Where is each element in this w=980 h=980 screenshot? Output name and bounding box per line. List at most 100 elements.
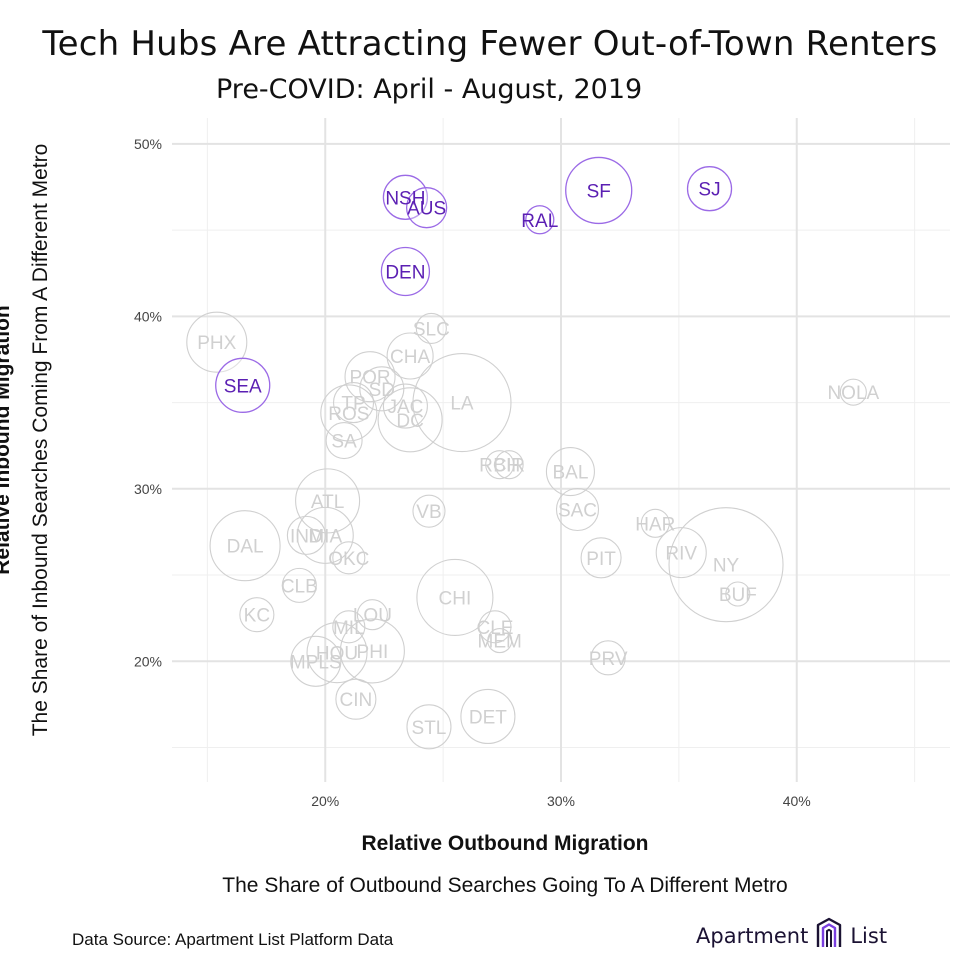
bubble-bir bbox=[494, 450, 524, 480]
bubble-mpls bbox=[290, 635, 342, 687]
y-tick-label: 30% bbox=[134, 481, 162, 497]
bubble-label-lou: LOU bbox=[353, 606, 392, 627]
bubble-label-sf: SF bbox=[587, 181, 611, 202]
bubble-label-nola: NOLA bbox=[827, 383, 879, 404]
x-axis-subtitle: The Share of Outbound Searches Going To … bbox=[222, 874, 788, 897]
bubble-phi bbox=[339, 618, 405, 684]
bubble-ros bbox=[320, 384, 378, 442]
bubble-label-hou: HOU bbox=[316, 644, 358, 665]
bubble-ny bbox=[668, 507, 784, 623]
bubble-label-ny: NY bbox=[713, 556, 740, 577]
bubble-label-atl: ATL bbox=[311, 492, 344, 513]
bubble-label-tp: TP bbox=[341, 394, 365, 415]
bubble-har bbox=[640, 508, 670, 538]
bubble-lou bbox=[356, 599, 388, 631]
apartment-list-logo: Apartment List bbox=[696, 916, 887, 956]
bubble-slc bbox=[415, 312, 447, 344]
bubble-label-ind: IND bbox=[290, 526, 323, 547]
bubble-okc bbox=[332, 541, 366, 575]
bubble-jac bbox=[382, 383, 428, 429]
bubble-cha bbox=[386, 332, 434, 380]
bubble-riv bbox=[655, 527, 707, 579]
axis-ticks: 20% 30% 40% 20% 30% 40% 50% bbox=[134, 136, 811, 809]
bubble-dal bbox=[209, 510, 281, 582]
logo-text-left: Apartment bbox=[696, 924, 809, 948]
bubble-label-bal: BAL bbox=[552, 463, 588, 484]
bubble-label-dc: DC bbox=[396, 411, 423, 432]
bubble-pit bbox=[580, 537, 622, 579]
bubble-label-har: HAR bbox=[635, 514, 675, 535]
bubble-dc bbox=[377, 387, 443, 453]
bubble-label-mia: MIA bbox=[308, 526, 342, 547]
bubble-label-det: DET bbox=[469, 707, 507, 728]
x-tick-label: 40% bbox=[783, 793, 811, 809]
bubble-buf bbox=[725, 581, 751, 607]
bubble-label-ral: RAL bbox=[521, 211, 558, 232]
bubble-label-slc: SLC bbox=[413, 319, 450, 340]
bubble-sf bbox=[565, 156, 633, 225]
bubble-kc bbox=[239, 597, 275, 633]
bubble-tp bbox=[332, 382, 375, 424]
y-tick-label: 40% bbox=[134, 308, 162, 324]
bubble-label-cin: CIN bbox=[340, 690, 373, 711]
bubble-label-aus: AUS bbox=[407, 199, 446, 220]
chart-subtitle: Pre-COVID: April - August, 2019 bbox=[216, 74, 643, 105]
bubble-rch bbox=[485, 450, 515, 480]
bubble-label-vb: VB bbox=[416, 502, 441, 523]
bubble-phx bbox=[186, 311, 248, 373]
bubbles bbox=[186, 156, 867, 750]
logo-mark-icon bbox=[814, 917, 844, 955]
bubble-label-sj: SJ bbox=[698, 180, 720, 201]
bubble-label-mil: MIL bbox=[333, 618, 365, 639]
bubble-label-sac: SAC bbox=[558, 501, 597, 522]
y-axis-subtitle: The Share of Inbound Searches Coming Fro… bbox=[29, 143, 52, 737]
bubble-vb bbox=[412, 494, 446, 528]
x-axis-title: Relative Outbound Migration bbox=[361, 832, 649, 855]
bubble-label-phi: PHI bbox=[357, 642, 389, 663]
bubble-label-nsh: NSH bbox=[385, 188, 425, 209]
bubble-por bbox=[344, 351, 396, 403]
bubble-sa bbox=[325, 421, 363, 460]
bubble-label-rch: RCH bbox=[479, 456, 520, 477]
bubble-label-riv: RIV bbox=[665, 544, 697, 565]
chart-title: Tech Hubs Are Attracting Fewer Out-of-To… bbox=[42, 24, 938, 64]
bubble-ind bbox=[286, 515, 326, 555]
bubble-label-sd: SD bbox=[369, 380, 395, 401]
bubble-mia bbox=[296, 506, 354, 564]
bubble-atl bbox=[295, 468, 361, 534]
bubble-det bbox=[460, 688, 516, 745]
bubble-label-pit: PIT bbox=[586, 549, 616, 570]
bubble-label-prv: PRV bbox=[589, 649, 628, 670]
bubble-label-sa: SA bbox=[331, 432, 357, 453]
bubble-cin bbox=[335, 678, 377, 720]
bubble-mem bbox=[487, 628, 513, 654]
y-tick-label: 20% bbox=[134, 653, 162, 669]
bubble-sj bbox=[686, 166, 733, 212]
bubble-aus bbox=[405, 187, 448, 229]
bubble-nola bbox=[839, 378, 867, 406]
bubble-label-mpls: MPLS bbox=[290, 652, 342, 673]
bubble-sac bbox=[555, 487, 600, 532]
bubble-mil bbox=[332, 610, 366, 644]
y-axis-title: Relative Inbound Migration bbox=[0, 305, 14, 575]
bubble-den bbox=[380, 246, 431, 297]
bubble-label-jac: JAC bbox=[387, 397, 423, 418]
bubble-label-okc: OKC bbox=[328, 549, 369, 570]
bubble-label-buf: BUF bbox=[719, 585, 757, 606]
bubble-label-phx: PHX bbox=[197, 333, 236, 354]
bubble-label-sea: SEA bbox=[224, 376, 262, 397]
bubble-sea bbox=[215, 357, 271, 413]
bubble-label-stl: STL bbox=[412, 718, 447, 739]
x-tick-label: 30% bbox=[547, 793, 575, 809]
bubble-label-mem: MEM bbox=[478, 632, 522, 653]
y-tick-label: 50% bbox=[134, 136, 162, 152]
bubble-label-chi: CHI bbox=[439, 588, 472, 609]
bubble-cle bbox=[478, 610, 512, 644]
bubble-label-la: LA bbox=[450, 394, 474, 415]
logo-text-right: List bbox=[850, 924, 888, 948]
bubble-label-den: DEN bbox=[385, 262, 425, 283]
x-tick-label: 20% bbox=[311, 793, 339, 809]
bubble-chi bbox=[416, 558, 494, 637]
